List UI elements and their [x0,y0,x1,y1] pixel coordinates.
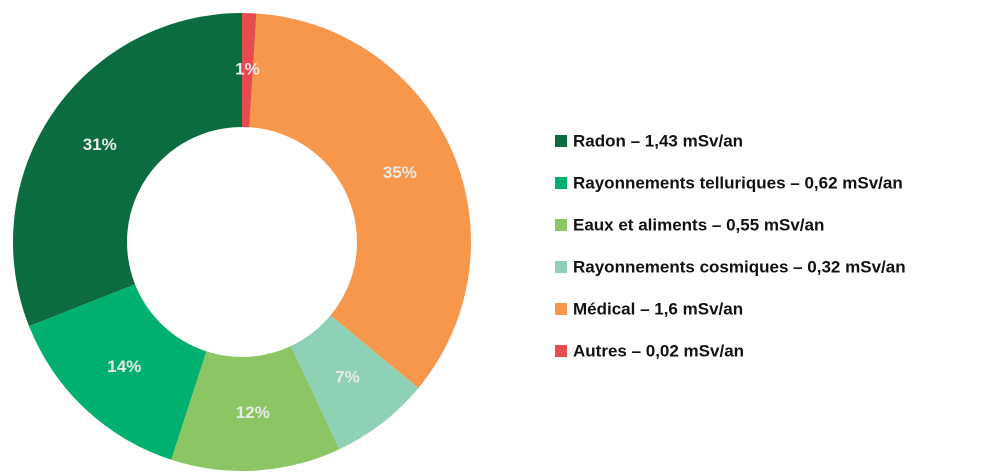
legend-label: Autres – 0,02 mSv/an [573,341,744,360]
slice-label: 1% [235,60,260,79]
legend-label: Rayonnements telluriques – 0,62 mSv/an [573,173,903,192]
slice-label: 14% [107,357,141,376]
legend-swatch [555,219,567,231]
slice [242,13,257,128]
slice [29,284,207,460]
legend-label: Rayonnements cosmiques – 0,32 mSv/an [573,257,906,276]
slice-label: 7% [335,367,360,386]
slice [290,315,419,450]
slice [249,13,472,388]
slice-label: 35% [383,163,417,182]
slice-label: 12% [236,403,270,422]
legend-swatch [555,177,567,189]
slice-label: 31% [83,135,117,154]
slice [171,346,340,471]
legend-label: Médical – 1,6 mSv/an [573,299,743,318]
slice [12,13,243,327]
legend-swatch [555,303,567,315]
legend-swatch [555,135,567,147]
legend-label: Radon – 1,43 mSv/an [573,131,743,150]
legend-label: Eaux et aliments – 0,55 mSv/an [573,215,824,234]
legend-swatch [555,261,567,273]
legend-swatch [555,345,567,357]
